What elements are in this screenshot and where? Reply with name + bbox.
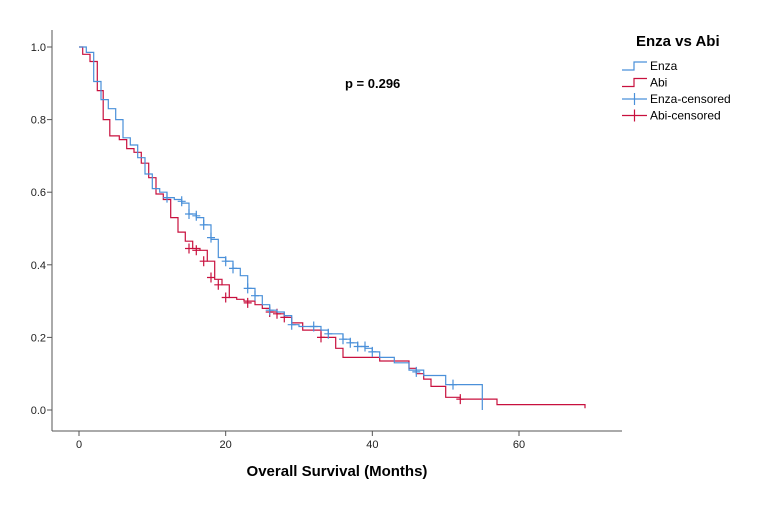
- enza-censor-mark: [251, 290, 259, 301]
- abi-censor-mark: [199, 256, 208, 267]
- abi-survival-curve: [79, 46, 586, 409]
- legend-swatch-enza: [622, 61, 647, 71]
- legend-swatch-enza-censored: [622, 93, 647, 105]
- enza-censor-mark: [368, 346, 377, 357]
- enza-censor-mark: [265, 305, 274, 316]
- y-tick-label: 0.4: [31, 260, 46, 272]
- enza-censor-mark: [163, 192, 171, 203]
- enza-censor-mark: [353, 341, 362, 352]
- legend: Enza vs Abi Enza Abi Enza-censored Abi-cens…: [622, 33, 731, 123]
- abi-censor-mark: [214, 279, 223, 290]
- enza-censor-mark: [324, 328, 333, 339]
- y-tick-label: 1.0: [31, 42, 46, 54]
- x-ticks: 0 20 40 60: [76, 431, 525, 451]
- enza-censor-mark: [243, 283, 252, 294]
- enza-censor-mark: [449, 379, 457, 390]
- enza-censor-mark: [177, 196, 186, 207]
- enza-censor-mark: [346, 337, 355, 348]
- y-tick-label: 0.8: [31, 115, 46, 127]
- enza-survival-curve: [79, 46, 483, 410]
- x-axis-title: Overall Survival (Months): [247, 463, 428, 480]
- legend-title: Enza vs Abi: [636, 33, 720, 50]
- legend-label-enza-censored: Enza-censored: [650, 92, 731, 106]
- abi-censor-mark: [243, 297, 252, 308]
- enza-censor-mark: [309, 321, 318, 332]
- x-tick-label: 0: [76, 439, 82, 451]
- y-tick-label: 0.0: [31, 405, 46, 417]
- enza-censor-mark: [229, 263, 237, 274]
- legend-label-abi-censored: Abi-censored: [650, 109, 721, 123]
- y-ticks: 0.0 0.2 0.4 0.6 0.8 1.0: [31, 42, 52, 417]
- legend-label-abi: Abi: [650, 76, 667, 90]
- abi-censor-mark: [185, 243, 193, 254]
- abi-censor-mark: [192, 245, 201, 256]
- enza-censor-mark: [339, 334, 347, 345]
- enza-censor-mark: [412, 366, 421, 377]
- enza-censor-mark: [207, 232, 215, 243]
- enza-censor-mark: [221, 256, 230, 267]
- x-tick-label: 40: [366, 439, 378, 451]
- p-value-annotation: p = 0.296: [345, 76, 400, 91]
- y-tick-label: 0.2: [31, 332, 46, 344]
- legend-swatch-abi-censored: [622, 109, 647, 122]
- series-layer: [79, 46, 586, 410]
- x-tick-label: 60: [513, 439, 525, 451]
- x-tick-label: 20: [220, 439, 232, 451]
- legend-label-enza: Enza: [650, 59, 678, 73]
- enza-censor-mark: [199, 219, 208, 230]
- enza-censor-mark: [192, 210, 201, 221]
- abi-censor-mark: [221, 292, 230, 303]
- abi-censor-mark: [207, 272, 215, 283]
- legend-swatch-abi: [622, 77, 647, 88]
- enza-censor-mark: [287, 319, 296, 330]
- enza-censor-mark: [361, 341, 369, 352]
- abi-censor-mark: [317, 332, 325, 343]
- abi-censor-mark: [456, 394, 465, 405]
- enza-censor-mark: [185, 209, 193, 219]
- axes: [51, 30, 622, 432]
- y-tick-label: 0.6: [31, 187, 46, 199]
